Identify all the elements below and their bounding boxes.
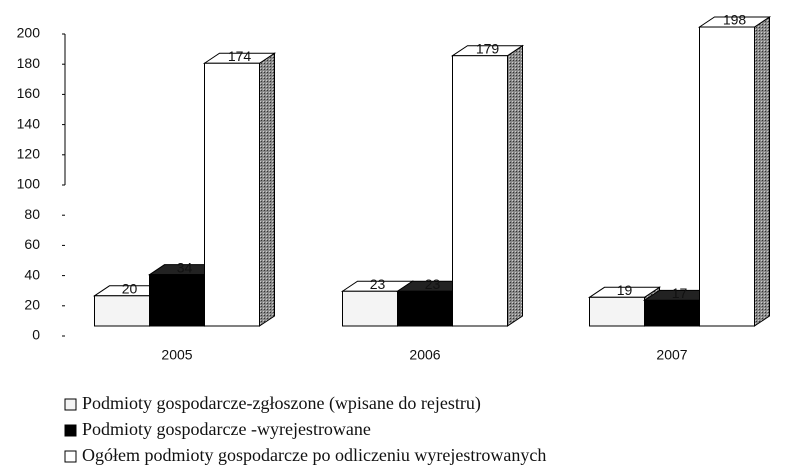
y-tick-label: 120 (17, 146, 41, 162)
value-label: 17 (672, 285, 688, 301)
value-label: 198 (723, 12, 747, 28)
bar-face (507, 44, 523, 327)
value-label: 179 (476, 40, 500, 56)
y-tick-label: 160 (17, 85, 41, 101)
x-tick-label: 2005 (161, 347, 192, 363)
bar (450, 44, 525, 327)
bar-face (259, 52, 275, 327)
bar-face (452, 55, 508, 327)
legend-swatch (64, 424, 77, 437)
value-label: 23 (370, 276, 386, 292)
y-tick-label: 60 (24, 236, 40, 252)
x-tick-label: 2006 (409, 347, 440, 363)
value-label: 174 (228, 48, 252, 64)
bar-face (644, 299, 700, 327)
bar-face (397, 290, 453, 327)
y-tick-label: 100 (17, 176, 41, 192)
x-tick-label: 2007 (656, 347, 687, 363)
value-label: 23 (425, 276, 441, 292)
bar-face (94, 295, 150, 327)
y-tick-label: 80 (24, 206, 40, 222)
value-label: 34 (177, 259, 193, 275)
legend-label: Podmioty gospodarcze-zgłoszone (wpisane … (82, 393, 481, 414)
legend-label: Podmioty gospodarcze -wyrejestrowane (82, 419, 371, 439)
y-tick-label: 180 (17, 55, 41, 71)
y-tick-label: 200 (17, 25, 41, 41)
bar-face (754, 16, 770, 327)
bar-face (342, 290, 398, 327)
legend-label: Ogółem podmioty gospodarcze po odliczeni… (82, 445, 546, 465)
value-label: 20 (122, 281, 138, 297)
bar-face (204, 62, 260, 327)
y-tick-label: 0 (32, 327, 40, 343)
y-tick-label: 40 (24, 266, 40, 282)
bar (202, 52, 277, 327)
bar-face (699, 26, 755, 327)
bar-face (149, 274, 205, 327)
value-label: 19 (617, 282, 633, 298)
legend-swatch (64, 450, 77, 463)
bar-face (589, 296, 645, 327)
legend-swatch (64, 398, 77, 411)
y-tick-label: 140 (17, 115, 41, 131)
y-tick-label: 20 (24, 297, 40, 313)
bar (697, 16, 772, 327)
